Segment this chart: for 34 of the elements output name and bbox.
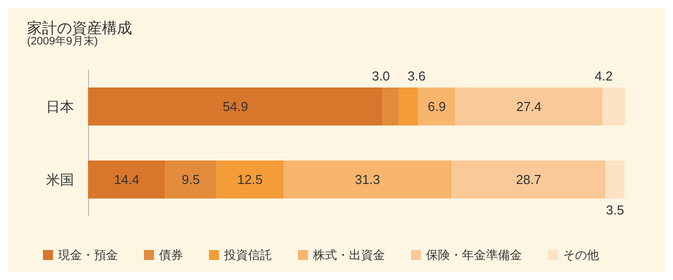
legend-label: その他 xyxy=(563,248,599,262)
bar xyxy=(88,88,383,126)
bar xyxy=(216,160,284,198)
bar xyxy=(418,88,456,126)
data-label: 6.9 xyxy=(428,99,446,114)
legend-label: 債券 xyxy=(159,248,183,262)
data-label: 3.0 xyxy=(372,68,390,84)
data-label: 12.5 xyxy=(237,172,263,187)
data-label: 3.5 xyxy=(606,202,624,218)
data-label: 9.5 xyxy=(182,172,200,187)
bar xyxy=(398,88,418,126)
data-label: 4.2 xyxy=(594,68,613,84)
legend-label: 現金・預金 xyxy=(58,248,118,262)
data-label: 3.6 xyxy=(408,68,426,84)
legend-label: 投資信託 xyxy=(223,248,272,262)
bar xyxy=(602,88,625,126)
bar xyxy=(452,160,606,198)
y-tick-label: 日本 xyxy=(46,98,74,114)
bar xyxy=(165,160,216,198)
bar xyxy=(455,88,602,126)
y-tick-label: 米国 xyxy=(46,172,74,188)
data-label: 31.3 xyxy=(354,172,380,187)
data-label: 14.4 xyxy=(114,172,140,187)
bar xyxy=(283,160,452,198)
bar xyxy=(382,88,399,126)
data-label: 54.9 xyxy=(222,99,248,114)
data-label: 27.4 xyxy=(516,99,542,114)
chart-subtitle: (2009年9月末) xyxy=(27,34,98,48)
legend-label: 株式・出資金 xyxy=(312,248,385,262)
data-label: 28.7 xyxy=(516,172,542,187)
bar xyxy=(606,160,624,198)
bar xyxy=(88,160,166,198)
legend-label: 保険・年金準備金 xyxy=(426,248,522,262)
chart-title: 家計の資産構成 xyxy=(27,20,132,37)
